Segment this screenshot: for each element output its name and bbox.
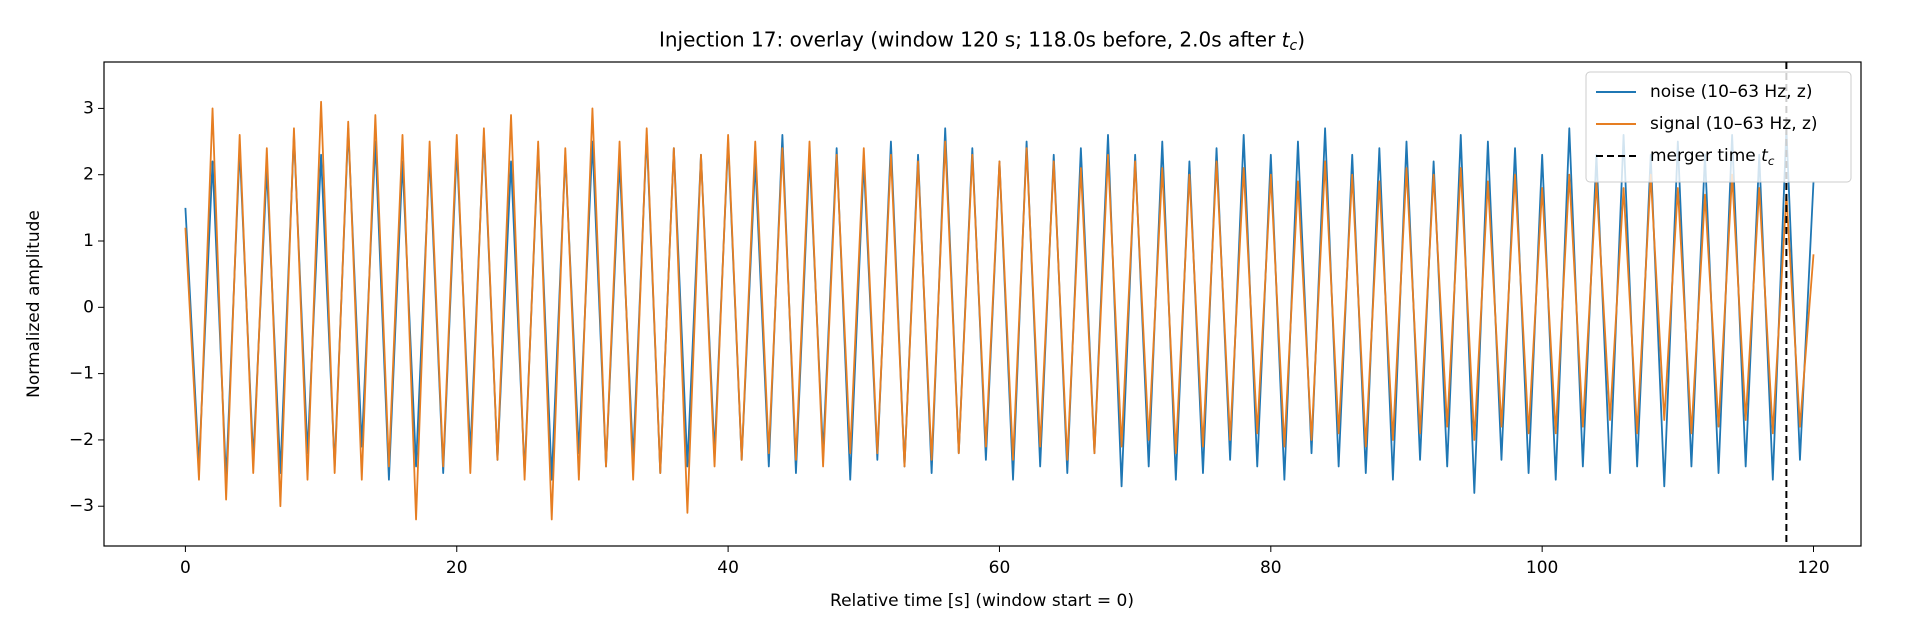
x-tick-label: 60 (989, 558, 1011, 578)
y-tick-label: 3 (83, 98, 94, 118)
axes-frame (103, 61, 1862, 547)
y-axis-label: Normalized amplitude (24, 210, 44, 398)
x-tick-label: 20 (446, 558, 468, 578)
legend-label: merger time tc (1650, 146, 1775, 168)
legend: noise (10–63 Hz, z) signal (10–63 Hz, z) m… (1585, 71, 1852, 183)
x-tick-label: 40 (717, 558, 739, 578)
legend-label: signal (10–63 Hz, z) (1650, 114, 1818, 134)
series-line (184, 100, 1815, 521)
y-tick-label: −2 (69, 430, 94, 450)
legend-box (1585, 71, 1852, 183)
x-tick-label: 100 (1526, 558, 1558, 578)
x-tick-label: 120 (1797, 558, 1829, 578)
x-tick-label: 80 (1260, 558, 1282, 578)
chart-title: Injection 17: overlay (window 120 s; 118… (659, 28, 1305, 55)
x-axis-label: Relative time [s] (window start = 0) (830, 591, 1134, 611)
y-tick-label: 0 (83, 297, 94, 317)
y-tick-label: 2 (83, 165, 94, 185)
y-tick-label: −3 (69, 496, 94, 516)
x-tick-label: 0 (180, 558, 191, 578)
y-tick-label: −1 (69, 364, 94, 384)
y-tick-label: 1 (83, 231, 94, 251)
legend-label: noise (10–63 Hz, z) (1650, 82, 1813, 102)
